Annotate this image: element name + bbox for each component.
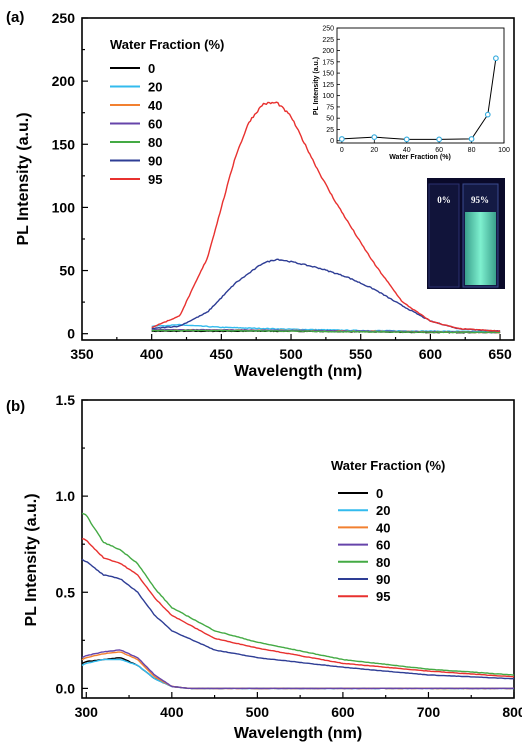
vial-95-label: 95% xyxy=(471,195,489,205)
chart-b-legend: Water Fraction (%) 0 20 40 60 80 90 95 xyxy=(331,458,445,604)
legend-label-40: 40 xyxy=(376,520,390,535)
chart-a-xlabel: Wavelength (nm) xyxy=(234,363,362,380)
inset-point xyxy=(468,136,475,142)
inset-ytick-label: 175 xyxy=(322,59,334,66)
xtick-label: 350 xyxy=(70,346,94,362)
legend-label-95: 95 xyxy=(376,589,390,604)
inset-ytick-label: 100 xyxy=(322,93,334,100)
legend-label-0: 0 xyxy=(376,486,383,501)
series-line-95 xyxy=(151,101,501,332)
xtick-label: 650 xyxy=(488,346,512,362)
inset-xtick-label: 0 xyxy=(340,147,344,154)
xtick-label: 600 xyxy=(331,704,355,720)
ytick-label: 0.0 xyxy=(56,680,76,696)
legend-label-80: 80 xyxy=(148,135,162,150)
vial-photo: 0% 95% xyxy=(427,178,505,289)
xtick-label: 700 xyxy=(417,704,441,720)
vial-0-percent xyxy=(428,183,460,288)
ytick-label: 1.5 xyxy=(56,392,76,408)
inset-ytick-label: 125 xyxy=(322,82,334,89)
series-line-95 xyxy=(81,538,515,678)
inset-line xyxy=(341,58,497,140)
series-line-80 xyxy=(151,329,501,334)
chart-b-ylabel: PL Intensity (a.u.) xyxy=(23,493,40,626)
xtick-label: 300 xyxy=(75,704,99,720)
chart-a-ylabel: PL Intensity (a.u.) xyxy=(15,112,32,245)
xtick-label: 400 xyxy=(140,346,164,362)
chart-a-legend-title: Water Fraction (%) xyxy=(110,37,224,52)
panel-a-label: (a) xyxy=(6,9,24,26)
inset-point xyxy=(493,55,499,62)
inset-ytick-label: 25 xyxy=(326,127,334,134)
ytick-label: 250 xyxy=(52,10,76,26)
legend-label-20: 20 xyxy=(148,80,162,95)
legend-label-0: 0 xyxy=(148,61,155,76)
inset-ytick-label: 0 xyxy=(330,138,334,145)
legend-label-40: 40 xyxy=(148,98,162,113)
inset-point xyxy=(403,136,410,143)
series-line-20 xyxy=(81,658,514,690)
inset-ytick-label: 50 xyxy=(326,116,334,123)
xtick-label: 500 xyxy=(246,704,270,720)
inset-xtick-label: 40 xyxy=(403,147,411,154)
inset-ytick-label: 225 xyxy=(322,37,334,44)
ytick-label: 0.5 xyxy=(56,584,76,600)
legend-label-80: 80 xyxy=(376,555,390,570)
ytick-label: 100 xyxy=(52,199,76,215)
legend-label-95: 95 xyxy=(148,172,162,187)
inset-point xyxy=(371,134,378,140)
series-line-90 xyxy=(81,558,514,680)
xtick-label: 550 xyxy=(349,346,373,362)
ytick-label: 50 xyxy=(59,263,75,279)
ytick-label: 200 xyxy=(52,73,76,89)
legend-label-20: 20 xyxy=(376,503,390,518)
inset-point xyxy=(339,136,345,142)
inset-ytick-label: 75 xyxy=(326,104,334,111)
chart-b-frame xyxy=(81,399,515,699)
inset-xlabel: Water Fraction (%) xyxy=(389,154,451,161)
inset-xtick-label: 60 xyxy=(435,147,443,154)
chart-b-xlabel: Wavelength (nm) xyxy=(234,725,362,742)
inset-frame xyxy=(336,27,505,144)
xtick-label: 500 xyxy=(279,346,303,362)
chart-a-legend: Water Fraction (%) 0 20 40 60 80 90 95 xyxy=(110,37,224,187)
chart-a-inset: 0 20 40 60 80 100 0 25 50 75 100 125 150 175 200 225 250… xyxy=(313,26,510,162)
vial-0-label: 0% xyxy=(437,195,451,205)
inset-xtick-label: 80 xyxy=(468,147,476,154)
ytick-label: 0 xyxy=(67,326,75,342)
series-line-80 xyxy=(81,512,515,676)
panel-b-label: (b) xyxy=(6,398,25,415)
chart-a-frame xyxy=(81,17,515,341)
xtick-label: 450 xyxy=(210,346,234,362)
inset-xtick-label: 100 xyxy=(498,147,510,154)
inset-point xyxy=(484,111,491,118)
inset-ylabel: PL Intensity (a.u.) xyxy=(313,57,320,115)
legend-label-90: 90 xyxy=(148,154,162,169)
vial-95-glow xyxy=(465,212,496,285)
ytick-label: 150 xyxy=(52,136,76,152)
inset-ytick-label: 200 xyxy=(322,48,334,55)
xtick-label: 800 xyxy=(502,704,522,720)
series-line-60 xyxy=(81,649,514,690)
inset-xtick-label: 20 xyxy=(370,147,378,154)
xtick-label: 400 xyxy=(160,704,184,720)
inset-ytick-label: 250 xyxy=(322,26,334,33)
chart-b-legend-title: Water Fraction (%) xyxy=(331,458,445,473)
ytick-label: 1.0 xyxy=(56,488,76,504)
inset-ytick-label: 150 xyxy=(322,71,334,78)
xtick-label: 600 xyxy=(419,346,443,362)
legend-label-60: 60 xyxy=(376,538,390,553)
legend-label-90: 90 xyxy=(376,572,390,587)
inset-point xyxy=(436,136,442,143)
legend-label-60: 60 xyxy=(148,117,162,132)
